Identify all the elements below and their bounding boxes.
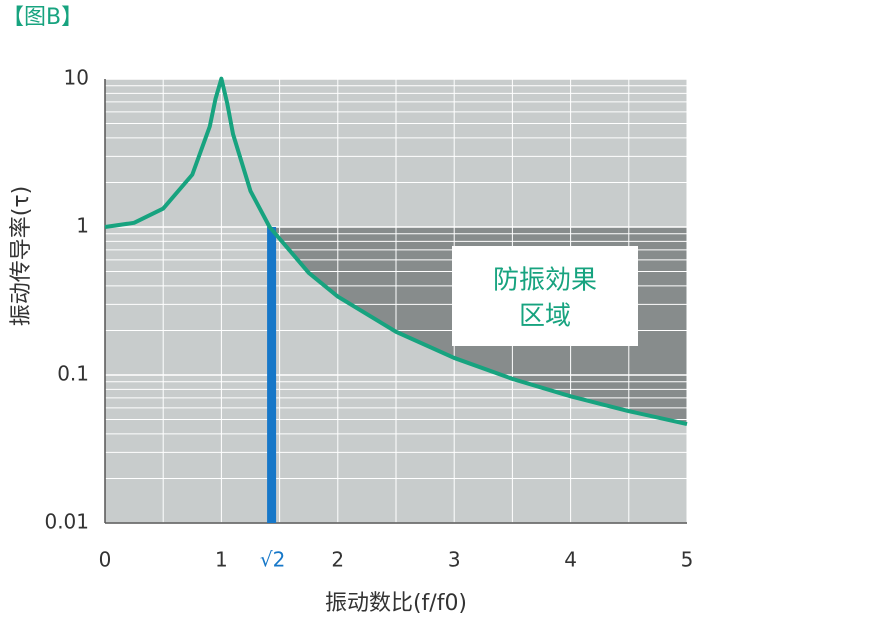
x-axis-label: 振动数比(f/f0): [325, 591, 467, 616]
annotation: 防振効果: [493, 266, 597, 296]
x-tick-label: 2: [331, 548, 344, 572]
y-tick-label: 1: [76, 214, 89, 238]
line: [104, 76, 688, 427]
x-tick-label: √2: [260, 548, 285, 572]
annotation-box: [452, 246, 638, 346]
chart-title: 【图B】: [2, 5, 83, 30]
x-tick-label: 5: [681, 548, 694, 572]
y-tick-label: 0.1: [57, 362, 89, 386]
y-axis-label: 振动传导率(τ): [9, 186, 34, 326]
x-tick-label: 0: [99, 548, 112, 572]
x-tick-label: 3: [448, 548, 461, 572]
x-tick-label: 1: [215, 548, 228, 572]
annotation: 区域: [519, 302, 571, 332]
x-tick-label: 4: [564, 548, 577, 572]
y-tick-label: 10: [64, 66, 89, 90]
y-tick-label: 0.01: [44, 510, 89, 534]
